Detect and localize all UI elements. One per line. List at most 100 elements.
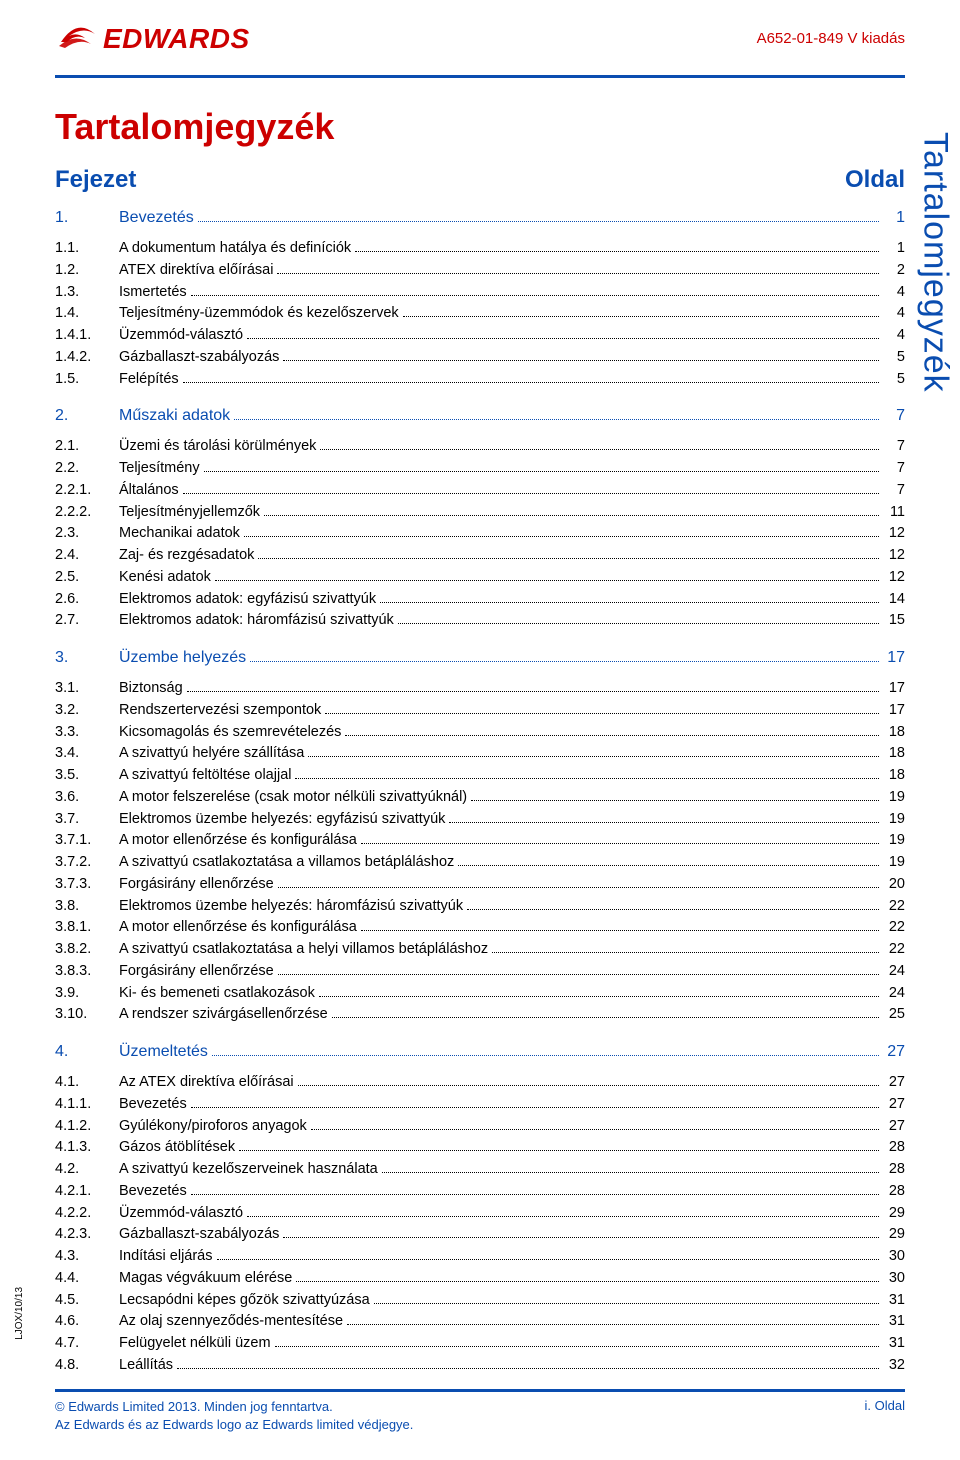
toc-entry: 3.2.Rendszertervezési szempontok17 <box>55 700 905 722</box>
toc-page: 12 <box>883 545 905 567</box>
toc-page: 24 <box>883 961 905 983</box>
footer-copyright: © Edwards Limited 2013. Minden jog fennt… <box>55 1398 413 1416</box>
toc-number: 3.7. <box>55 809 119 831</box>
toc-label: Elektromos adatok: háromfázisú szivattyú… <box>119 610 394 632</box>
toc-entry: 4.2.2.Üzemmód-választó29 <box>55 1203 905 1225</box>
toc-number: 4.6. <box>55 1311 119 1333</box>
toc-number: 2.2.2. <box>55 502 119 524</box>
toc-number: 2.7. <box>55 610 119 632</box>
toc-leader-dots <box>275 1346 879 1347</box>
toc-label: Az olaj szennyeződés-mentesítése <box>119 1311 343 1333</box>
toc-label: Lecsapódni képes gőzök szivattyúzása <box>119 1290 370 1312</box>
toc-leader-dots <box>191 1107 879 1108</box>
toc-number: 1.4. <box>55 303 119 325</box>
toc-leader-dots <box>217 1259 880 1260</box>
toc-page: 17 <box>883 646 905 670</box>
toc-leader-dots <box>467 909 879 910</box>
toc-page: 18 <box>883 743 905 765</box>
toc-label: Gyúlékony/piroforos anyagok <box>119 1116 307 1138</box>
toc-page: 4 <box>883 282 905 304</box>
toc-page: 29 <box>883 1203 905 1225</box>
toc-label: Gázos átöblítések <box>119 1137 235 1159</box>
toc-page: 18 <box>883 765 905 787</box>
toc-number: 2.2.1. <box>55 480 119 502</box>
toc-leader-dots <box>277 273 879 274</box>
toc-number: 3.4. <box>55 743 119 765</box>
toc-entry: 1.2.ATEX direktíva előírásai2 <box>55 260 905 282</box>
toc-entry: 3.10.A rendszer szivárgásellenőrzése25 <box>55 1004 905 1026</box>
toc-number: 3.7.1. <box>55 830 119 852</box>
logo-text: EDWARDS <box>103 23 250 55</box>
toc-page: 7 <box>883 480 905 502</box>
toc-number: 4.2.1. <box>55 1181 119 1203</box>
toc-entry: 1.3.Ismertetés4 <box>55 282 905 304</box>
toc-page: 25 <box>883 1004 905 1026</box>
toc-page: 7 <box>883 436 905 458</box>
toc-number: 3.1. <box>55 678 119 700</box>
toc-page: 5 <box>883 347 905 369</box>
toc-leader-dots <box>212 1055 879 1056</box>
toc-leader-dots <box>183 493 879 494</box>
toc-leader-dots <box>325 713 879 714</box>
toc-page: 17 <box>883 700 905 722</box>
toc-page: 31 <box>883 1333 905 1355</box>
toc-number: 1.3. <box>55 282 119 304</box>
toc-label: Üzemmód-választó <box>119 325 243 347</box>
toc-entry: 2.2.2.Teljesítményjellemzők11 <box>55 502 905 524</box>
toc-label: Üzemeltetés <box>119 1040 208 1064</box>
toc-label: ATEX direktíva előírásai <box>119 260 273 282</box>
toc-number: 3.6. <box>55 787 119 809</box>
toc-entry: 3.9.Ki- és bemeneti csatlakozások24 <box>55 983 905 1005</box>
toc-leader-dots <box>403 316 879 317</box>
toc-page: 17 <box>883 678 905 700</box>
toc-entry: 1.5.Felépítés5 <box>55 369 905 391</box>
toc-leader-dots <box>283 360 879 361</box>
toc-label: Forgásirány ellenőrzése <box>119 874 274 896</box>
toc-entry: 4.3.Indítási eljárás30 <box>55 1246 905 1268</box>
toc-number: 4.4. <box>55 1268 119 1290</box>
toc-page: 19 <box>883 830 905 852</box>
toc-leader-dots <box>278 974 879 975</box>
toc-page: 30 <box>883 1268 905 1290</box>
toc-label: Üzembe helyezés <box>119 646 246 670</box>
toc-page: 27 <box>883 1116 905 1138</box>
toc-leader-dots <box>244 536 879 537</box>
toc-number: 3.7.2. <box>55 852 119 874</box>
toc-label: Kicsomagolás és szemrevételezés <box>119 722 341 744</box>
toc-page: 4 <box>883 325 905 347</box>
toc-label: Indítási eljárás <box>119 1246 213 1268</box>
toc-label: Magas végvákuum elérése <box>119 1268 292 1290</box>
toc-page: 15 <box>883 610 905 632</box>
toc-entry: 1.4.Teljesítmény-üzemmódok és kezelőszer… <box>55 303 905 325</box>
toc-leader-dots <box>239 1150 879 1151</box>
toc-number: 4.2. <box>55 1159 119 1181</box>
toc-number: 4.2.3. <box>55 1224 119 1246</box>
toc-entry: 4.4.Magas végvákuum elérése 30 <box>55 1268 905 1290</box>
toc-page: 32 <box>883 1355 905 1377</box>
toc-page: 27 <box>883 1040 905 1064</box>
toc-label: A rendszer szivárgásellenőrzése <box>119 1004 328 1026</box>
page: EDWARDS A652-01-849 V kiadás Tartalomjeg… <box>0 0 960 1460</box>
toc-number: 1.4.1. <box>55 325 119 347</box>
toc-label: A motor felszerelése (csak motor nélküli… <box>119 787 467 809</box>
toc-label: A szivattyú csatlakoztatása a villamos b… <box>119 852 454 874</box>
table-of-contents: 1.Bevezetés11.1.A dokumentum hatálya és … <box>55 206 905 1377</box>
toc-page: 19 <box>883 809 905 831</box>
col-chapter: Fejezet <box>55 166 136 194</box>
toc-label: Felépítés <box>119 369 179 391</box>
toc-number: 3.5. <box>55 765 119 787</box>
toc-page: 31 <box>883 1311 905 1333</box>
toc-page: 20 <box>883 874 905 896</box>
toc-number: 4.5. <box>55 1290 119 1312</box>
toc-page: 28 <box>883 1159 905 1181</box>
toc-entry: 4.6.Az olaj szennyeződés-mentesítése 31 <box>55 1311 905 1333</box>
toc-label: Rendszertervezési szempontok <box>119 700 321 722</box>
toc-entry: 3.3.Kicsomagolás és szemrevételezés18 <box>55 722 905 744</box>
toc-entry: 4.2.1.Bevezetés28 <box>55 1181 905 1203</box>
toc-number: 4.1.2. <box>55 1116 119 1138</box>
toc-leader-dots <box>247 1216 879 1217</box>
toc-section: 1.Bevezetés1 <box>55 206 905 230</box>
toc-number: 3.8.2. <box>55 939 119 961</box>
toc-label: Teljesítmény-üzemmódok és kezelőszervek <box>119 303 399 325</box>
toc-leader-dots <box>345 735 879 736</box>
